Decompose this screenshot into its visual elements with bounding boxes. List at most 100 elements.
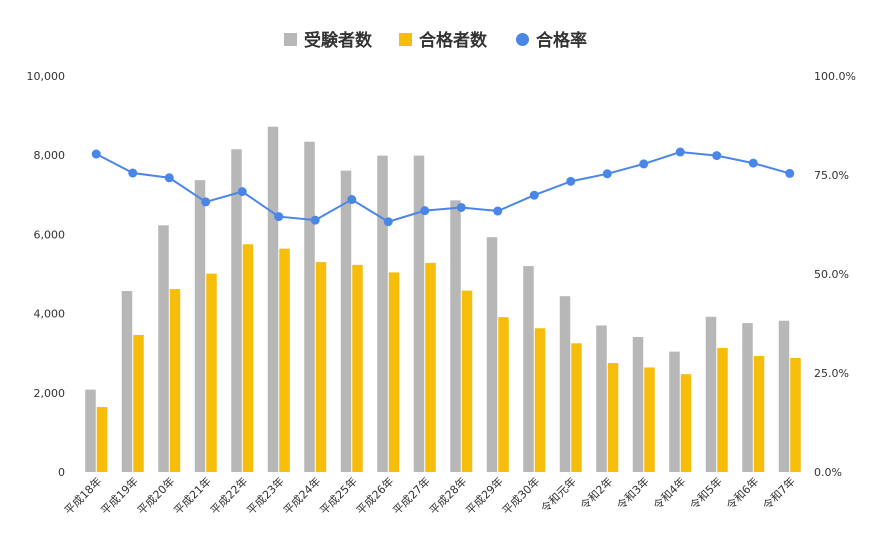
examinees-bar bbox=[121, 291, 133, 472]
y-left-tick-label: 8,000 bbox=[34, 149, 66, 162]
pass-rate-point bbox=[602, 169, 612, 179]
y-right-tick-label: 100.0% bbox=[814, 70, 856, 83]
examinees-bar bbox=[194, 180, 206, 472]
y-axis-left: 0 2,000 4,000 6,000 8,000 10,000 bbox=[27, 70, 66, 479]
pass-rate-point bbox=[529, 190, 539, 200]
pass-rate-line bbox=[95, 151, 791, 223]
pass-rate-point bbox=[237, 187, 247, 197]
y-left-tick-label: 6,000 bbox=[34, 228, 66, 241]
passers-bar bbox=[425, 262, 436, 472]
x-tick-label: 平成27年 bbox=[390, 474, 433, 517]
x-tick-label: 平成19年 bbox=[98, 474, 141, 517]
passers-bar bbox=[498, 317, 509, 472]
x-axis: 平成18年平成19年平成20年平成21年平成22年平成23年平成24年平成25年… bbox=[61, 474, 798, 517]
passers-bar bbox=[206, 273, 217, 472]
y-right-tick-label: 0.0% bbox=[814, 466, 842, 479]
passers-bar bbox=[315, 262, 327, 472]
examinees-bar bbox=[705, 316, 717, 472]
y-right-tick-label: 75.0% bbox=[814, 169, 849, 182]
x-tick-label: 平成28年 bbox=[426, 474, 469, 517]
y-left-tick-label: 0 bbox=[58, 466, 65, 479]
passers-bar bbox=[534, 328, 546, 472]
examinees-bar bbox=[85, 389, 96, 472]
pass-rate-point bbox=[164, 173, 174, 183]
x-tick-label: 平成20年 bbox=[134, 474, 177, 517]
examinees-bar bbox=[669, 351, 680, 472]
examinees-bar bbox=[304, 141, 315, 473]
pass-rate-point bbox=[201, 197, 211, 207]
passers-bar bbox=[717, 348, 728, 472]
examinees-bar bbox=[231, 149, 242, 472]
y-right-tick-label: 50.0% bbox=[814, 268, 849, 281]
examinees-bar bbox=[340, 170, 352, 472]
passers-bar bbox=[96, 407, 108, 472]
pass-rate-point bbox=[785, 168, 795, 178]
examinees-bar bbox=[559, 296, 571, 472]
y-left-tick-label: 4,000 bbox=[34, 308, 66, 321]
x-tick-label: 平成26年 bbox=[353, 474, 396, 517]
passers-bar bbox=[279, 248, 290, 472]
pass-rate-point bbox=[675, 147, 685, 157]
pass-rate-point bbox=[91, 149, 101, 159]
pass-rate-point bbox=[493, 206, 503, 216]
pass-rate-point bbox=[456, 202, 466, 212]
x-tick-label: 平成29年 bbox=[463, 474, 506, 517]
y-axis-right: 0.0% 25.0% 50.0% 75.0% 100.0% bbox=[814, 70, 856, 479]
examinees-bar bbox=[486, 237, 498, 472]
x-tick-label: 令和7年 bbox=[760, 474, 798, 512]
examinees-bar bbox=[377, 155, 388, 472]
x-tick-label: 令和3年 bbox=[614, 474, 652, 512]
x-tick-label: 平成23年 bbox=[244, 474, 287, 517]
legend-label: 合格者数 bbox=[419, 30, 488, 51]
passers-legend-swatch bbox=[399, 33, 412, 46]
x-tick-label: 平成24年 bbox=[280, 474, 323, 517]
examinees-bar bbox=[450, 200, 461, 472]
x-tick-label: 平成30年 bbox=[499, 474, 542, 517]
pass-rate-point bbox=[420, 206, 430, 216]
y-left-tick-label: 10,000 bbox=[27, 70, 66, 83]
x-tick-label: 令和元年 bbox=[538, 474, 579, 515]
x-tick-label: 平成18年 bbox=[61, 474, 104, 517]
pass-rate-point bbox=[748, 158, 758, 168]
legend-label: 合格率 bbox=[536, 30, 587, 51]
examinees-bar bbox=[778, 320, 790, 472]
x-tick-label: 平成22年 bbox=[207, 474, 250, 517]
x-tick-label: 令和4年 bbox=[650, 474, 688, 512]
passers-bar bbox=[461, 290, 473, 472]
pass-rate-point bbox=[128, 168, 138, 178]
pass-rate-point bbox=[347, 195, 357, 205]
passers-bar bbox=[133, 334, 144, 472]
examinees-bar bbox=[632, 336, 644, 472]
examinees-bar bbox=[596, 325, 607, 472]
legend-label: 受験者数 bbox=[304, 30, 373, 51]
pass-rate-point bbox=[639, 159, 649, 169]
rate-line-series bbox=[91, 147, 795, 227]
y-right-tick-label: 25.0% bbox=[814, 367, 849, 380]
passers-bar bbox=[242, 244, 254, 472]
examinees-bar bbox=[267, 126, 279, 472]
examinees-bar bbox=[158, 225, 169, 472]
pass-rate-point bbox=[383, 217, 393, 227]
x-tick-label: 令和2年 bbox=[577, 474, 615, 512]
examinees-legend-swatch bbox=[284, 33, 297, 46]
passers-bar bbox=[790, 357, 801, 472]
x-tick-label: 平成21年 bbox=[171, 474, 214, 517]
passers-bar bbox=[644, 367, 655, 472]
passers-bar bbox=[388, 272, 400, 472]
examinees-bar bbox=[413, 155, 425, 472]
pass-rate-point bbox=[712, 151, 722, 161]
pass-rate-legend-marker bbox=[516, 33, 529, 46]
x-tick-label: 平成25年 bbox=[317, 474, 360, 517]
passers-bar bbox=[607, 363, 619, 472]
bars bbox=[85, 126, 801, 473]
pass-rate-point bbox=[274, 212, 284, 222]
y-left-tick-label: 2,000 bbox=[34, 387, 66, 400]
passers-bar bbox=[680, 374, 692, 472]
passers-bar bbox=[753, 355, 765, 472]
passers-bar bbox=[571, 343, 582, 472]
pass-rate-point bbox=[310, 215, 320, 225]
x-tick-label: 令和5年 bbox=[687, 474, 725, 512]
examinees-bar bbox=[523, 266, 534, 472]
legend: 受験者数 合格者数 合格率 bbox=[284, 30, 587, 51]
